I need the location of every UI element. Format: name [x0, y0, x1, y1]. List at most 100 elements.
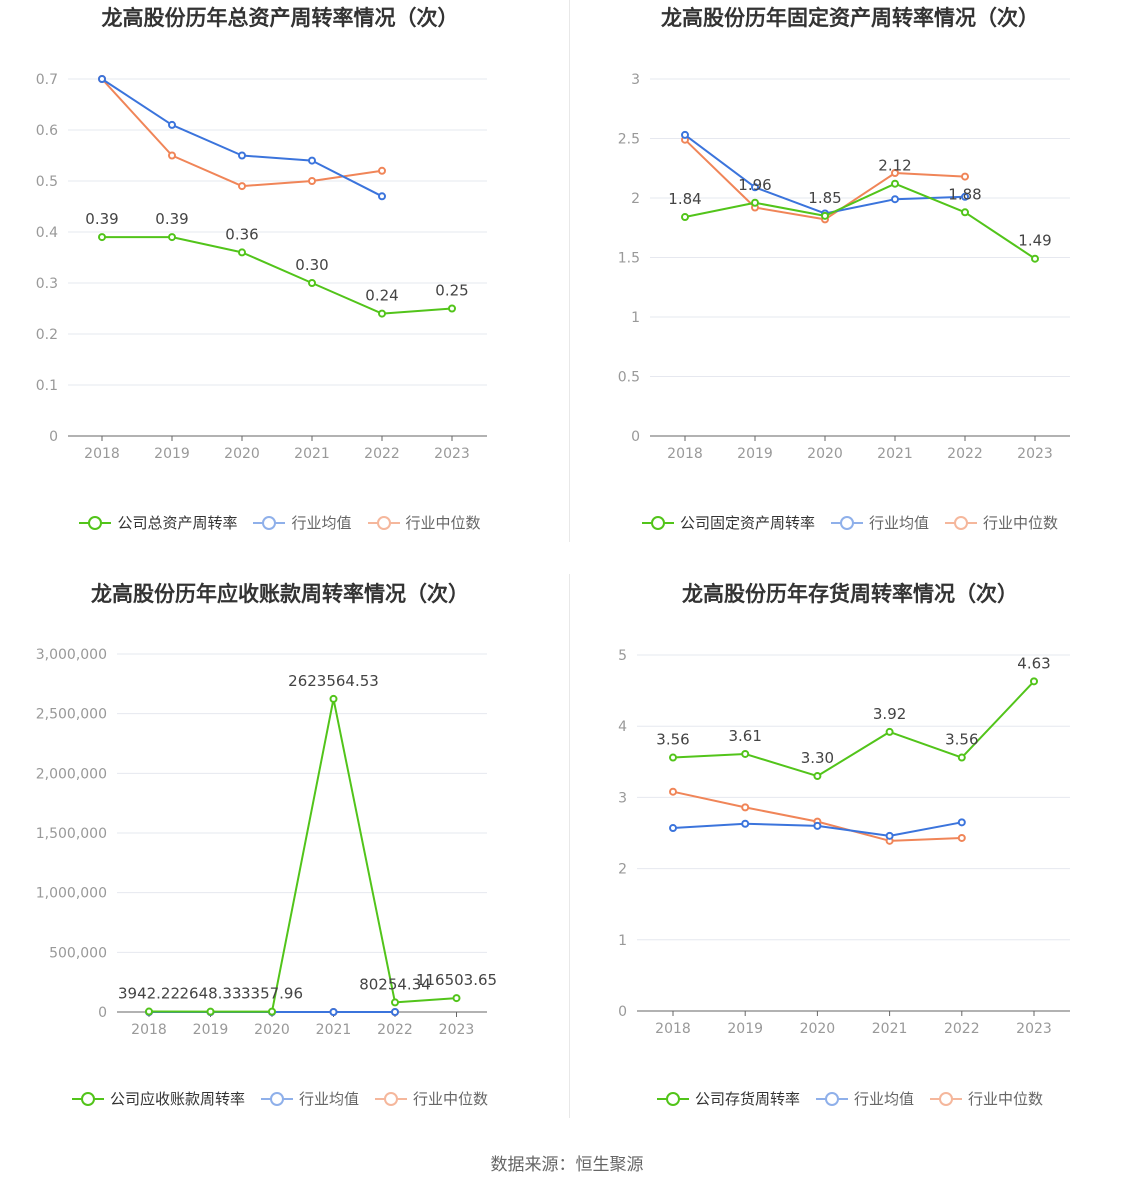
y-tick-label: 1	[618, 933, 627, 949]
legend-line-icon	[375, 1091, 407, 1106]
legend-label: 行业均值	[298, 1090, 359, 1108]
chart-receivable-turnover: 龙高股份历年应收账款周转率情况（次） 0 500,000 1,000,000 1,50…	[0, 576, 560, 1146]
legend-item[interactable]: 行业均值	[260, 1088, 359, 1109]
x-tick-label: 2019	[727, 1021, 763, 1037]
legend: 公司总资产周转率 行业均值 行业中位数	[0, 512, 560, 533]
legend-item[interactable]: 行业均值	[830, 512, 929, 533]
x-tick-label: 2018	[84, 446, 120, 462]
data-point	[741, 803, 750, 812]
data-point	[669, 824, 677, 833]
legend: 公司固定资产周转率 行业均值 行业中位数	[570, 512, 1130, 533]
chart-fixed-asset-turnover: 龙高股份历年固定资产周转率情况（次） 0 0.5 1 1.5 2 2.5 3 2018 2019…	[570, 0, 1130, 570]
data-point	[452, 994, 461, 1003]
y-tick-label: 0	[631, 429, 640, 445]
y-tick-label: 0.6	[36, 123, 58, 139]
y-tick-label: 500,000	[49, 945, 107, 961]
data-point	[821, 211, 829, 220]
x-tick-label: 2022	[364, 446, 400, 462]
data-point	[329, 1007, 338, 1016]
data-point	[891, 169, 899, 178]
y-tick-label: 0.1	[36, 378, 58, 394]
x-tick-label: 2022	[944, 1021, 980, 1037]
legend-label: 公司固定资产周转率	[679, 514, 815, 532]
data-label: 2623564.53	[288, 672, 379, 690]
legend-item[interactable]: 行业中位数	[367, 512, 481, 533]
x-tick-label: 2022	[947, 446, 983, 462]
data-point	[813, 821, 822, 830]
data-point	[891, 179, 899, 188]
chart-canvas: 0 1 2 3 4 5 2018 2019 2020 2021 2022 2023 3.56 3.61 3.…	[618, 648, 1070, 1037]
data-point	[238, 248, 246, 257]
chart-title: 龙高股份历年固定资产周转率情况（次）	[661, 6, 1039, 30]
y-tick-label: 0.5	[36, 174, 58, 190]
y-tick-label: 0.4	[36, 225, 58, 241]
y-tick-label: 1	[631, 310, 640, 326]
data-point	[961, 208, 969, 217]
data-label: 3.30	[801, 749, 834, 767]
data-point	[741, 749, 750, 758]
legend-line-icon	[641, 515, 674, 530]
x-tick-label: 2019	[193, 1022, 229, 1038]
y-tick-label: 3	[631, 72, 640, 88]
data-point	[1031, 254, 1039, 263]
data-point	[448, 304, 456, 313]
series-line	[101, 78, 383, 198]
data-point	[268, 1007, 276, 1016]
x-tick-label: 2022	[377, 1022, 413, 1038]
data-point	[957, 818, 966, 827]
panel-divider-bottom	[569, 574, 570, 1118]
legend-item[interactable]: 公司应收账款周转率	[71, 1088, 245, 1109]
legend-item[interactable]: 公司存货周转率	[656, 1088, 800, 1109]
legend-line-icon	[71, 1091, 104, 1106]
data-point	[308, 156, 316, 165]
chart-canvas: 0 0.5 1 1.5 2 2.5 3 2018 2019 2020 2021 2022 2023 1.8…	[618, 72, 1070, 462]
data-point	[891, 195, 899, 204]
data-point	[378, 166, 386, 175]
x-tick-label: 2019	[154, 446, 190, 462]
data-point	[751, 183, 759, 192]
data-label: 2648.33	[179, 985, 241, 1003]
y-tick-label: 2.5	[618, 132, 640, 148]
y-tick-label: 4	[618, 719, 627, 735]
data-label: 0.39	[155, 210, 188, 228]
y-tick-label: 2,500,000	[36, 707, 107, 723]
data-label: 3.56	[945, 731, 978, 749]
data-point	[957, 753, 966, 762]
legend: 公司应收账款周转率 行业均值 行业中位数	[0, 1088, 560, 1109]
data-point	[98, 75, 106, 83]
data-point	[168, 120, 176, 129]
series-line	[101, 78, 383, 188]
data-label: 3942.22	[118, 985, 180, 1003]
legend-label: 行业中位数	[405, 514, 481, 532]
legend-item[interactable]: 行业中位数	[945, 512, 1058, 533]
legend-item[interactable]: 行业中位数	[930, 1088, 1043, 1109]
y-tick-label: 0	[98, 1005, 107, 1021]
legend-line-icon	[260, 1091, 293, 1106]
data-label: 1.88	[948, 185, 981, 203]
chart-total-asset-turnover: 龙高股份历年总资产周转率情况（次） 0 0.1 0.2 0.3 0.4 0.5 0.6 0.7…	[0, 0, 560, 570]
chart-canvas: 0 0.1 0.2 0.3 0.4 0.5 0.6 0.7 2018 2019 2020 2021 20…	[36, 72, 487, 462]
legend-item[interactable]: 行业均值	[253, 512, 352, 533]
legend-item[interactable]: 行业均值	[815, 1088, 914, 1109]
y-tick-label: 0.7	[36, 72, 58, 88]
chart-canvas: 0 500,000 1,000,000 1,500,000 2,000,000 2,500…	[36, 647, 497, 1038]
data-point	[681, 130, 689, 139]
legend-line-icon	[367, 515, 400, 530]
data-point	[378, 192, 386, 201]
y-tick-label: 3,000,000	[36, 647, 107, 663]
data-point	[145, 1007, 153, 1016]
data-label: 116503.65	[416, 971, 497, 989]
legend-item[interactable]: 行业中位数	[375, 1088, 488, 1109]
series-line	[672, 680, 1035, 778]
legend-item[interactable]: 公司固定资产周转率	[641, 512, 815, 533]
data-label: 0.39	[85, 210, 118, 228]
data-point	[238, 151, 246, 160]
y-tick-label: 0.3	[36, 276, 58, 292]
legend-label: 行业均值	[868, 514, 929, 532]
x-tick-label: 2019	[737, 446, 773, 462]
x-tick-label: 2020	[224, 446, 260, 462]
data-point	[751, 198, 759, 207]
x-tick-label: 2021	[877, 446, 913, 462]
data-point	[885, 831, 894, 840]
legend-item[interactable]: 公司总资产周转率	[79, 512, 237, 533]
